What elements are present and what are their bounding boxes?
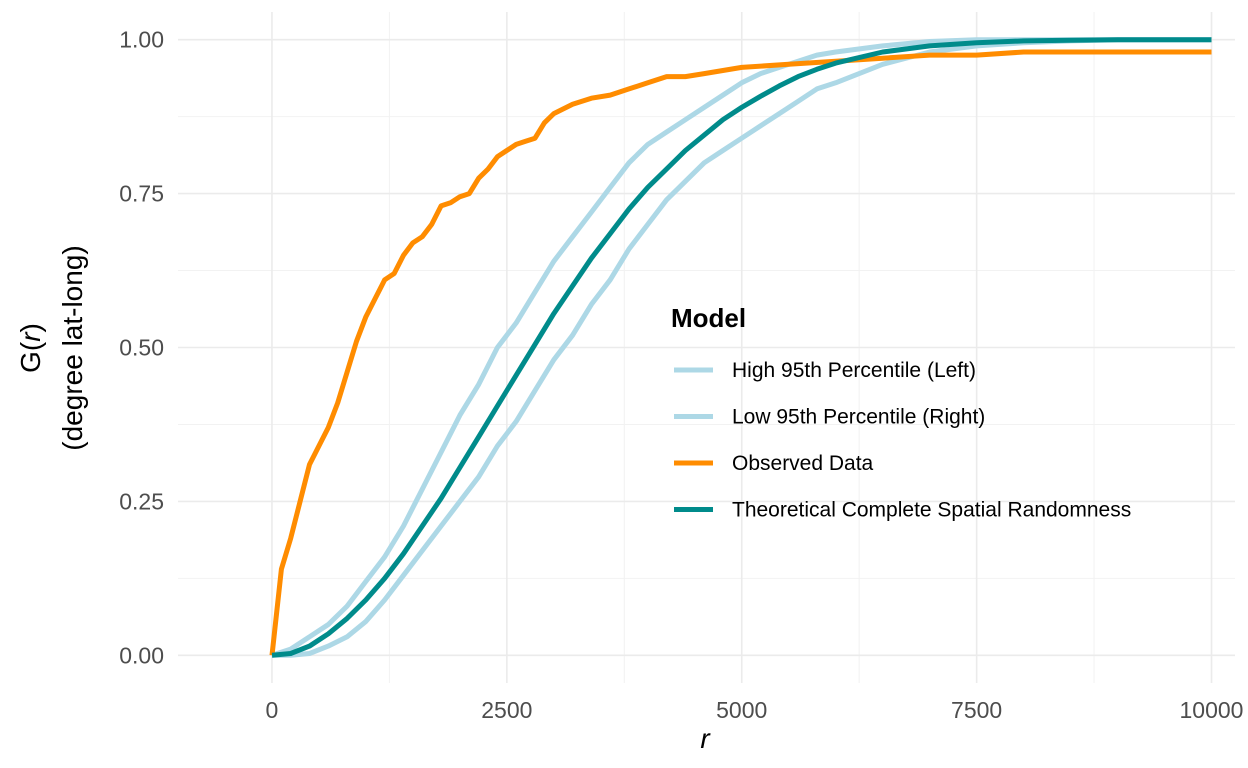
series-line-4 (271, 37, 1212, 658)
y-tick-label: 0.25 (119, 488, 164, 514)
y-tick-label: 1.00 (119, 27, 164, 53)
series-line-1 (271, 37, 1212, 658)
legend-label: High 95th Percentile (Left) (732, 359, 976, 382)
series-layer (269, 37, 1212, 658)
x-tick-label: 0 (266, 697, 279, 723)
grid-major (178, 12, 1235, 683)
x-tick-label: 10000 (1180, 697, 1244, 723)
y-tick-label: 0.50 (119, 335, 164, 361)
legend-label: Observed Data (732, 452, 874, 475)
y-axis-title-line2: (degree lat-long) (57, 245, 88, 450)
legend-title: Model (671, 303, 746, 333)
legend: Model High 95th Percentile (Left) Low 95t… (671, 303, 1131, 522)
x-tick-labels: 0 2500 5000 7500 10000 (266, 697, 1244, 723)
y-axis-title: G(r) (degree lat-long) (15, 245, 88, 450)
series-line-3 (269, 49, 1212, 656)
legend-label: Theoretical Complete Spatial Randomness (732, 499, 1131, 522)
x-tick-label: 5000 (716, 697, 767, 723)
x-axis-title: r (700, 723, 711, 754)
grid-minor (178, 12, 1235, 683)
y-tick-label: 0.75 (119, 181, 164, 207)
x-tick-label: 2500 (481, 697, 532, 723)
x-tick-label: 7500 (951, 697, 1002, 723)
y-tick-label: 0.00 (119, 642, 164, 668)
y-axis-title-line1: G(r) (15, 323, 46, 373)
y-tick-labels: 0.00 0.25 0.50 0.75 1.00 (119, 27, 164, 669)
legend-label: Low 95th Percentile (Right) (732, 406, 985, 429)
